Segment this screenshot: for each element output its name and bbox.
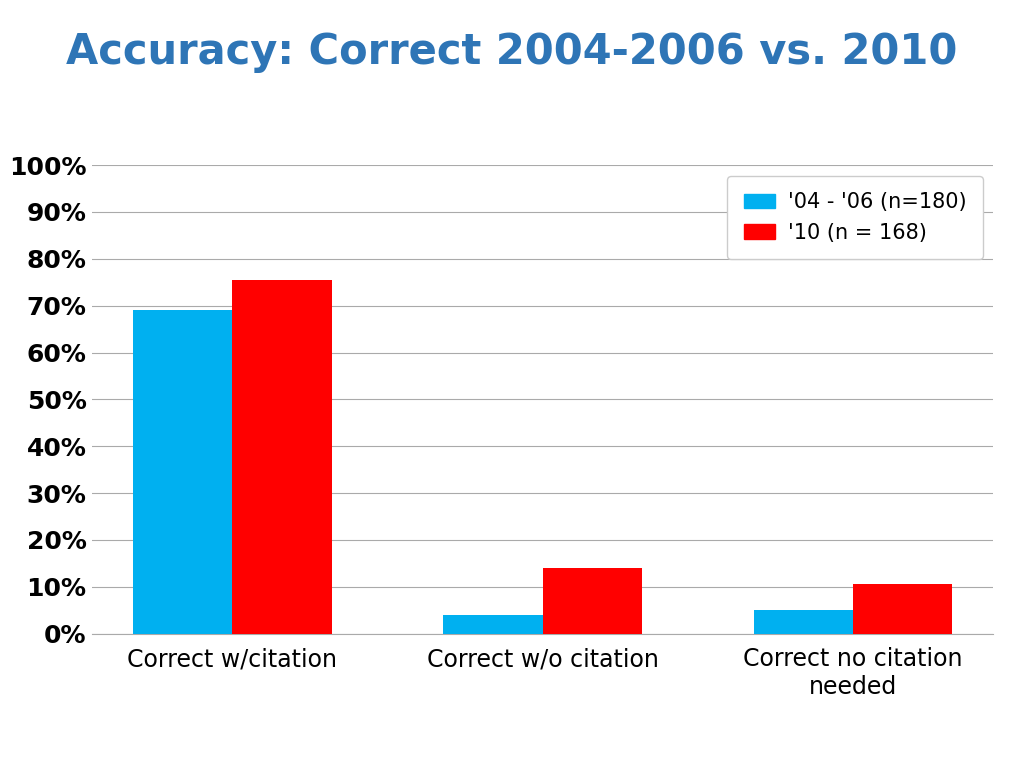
Bar bbox=[133, 310, 232, 634]
Text: Accuracy: Correct 2004-2006 vs. 2010: Accuracy: Correct 2004-2006 vs. 2010 bbox=[67, 31, 957, 73]
Bar bbox=[232, 280, 332, 634]
Text: Extending Our Virtual Reach: Extending Our Virtual Reach bbox=[15, 727, 302, 746]
Bar bbox=[754, 610, 853, 634]
Bar bbox=[443, 615, 543, 634]
Text: 22: 22 bbox=[981, 727, 1009, 746]
Bar bbox=[543, 568, 642, 634]
Legend: '04 - '06 (n=180), '10 (n = 168): '04 - '06 (n=180), '10 (n = 168) bbox=[727, 176, 983, 260]
Bar bbox=[853, 584, 952, 634]
